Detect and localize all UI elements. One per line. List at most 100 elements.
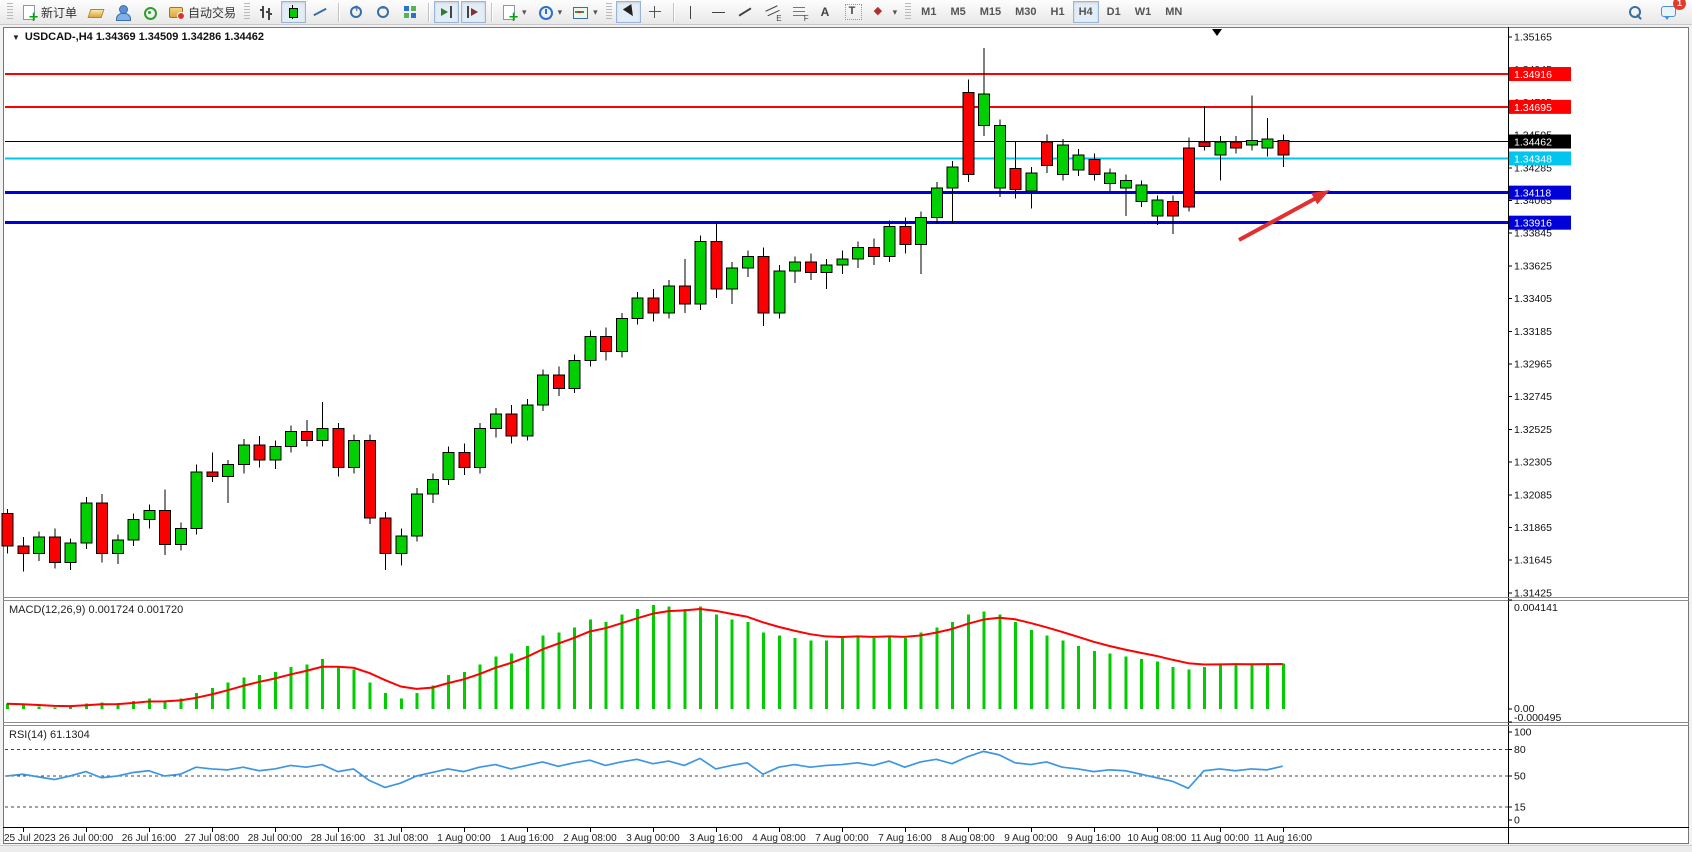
indicators-button[interactable]: ▾	[497, 1, 531, 25]
candle	[1182, 137, 1195, 212]
candle	[96, 494, 108, 563]
timeframe-m1-button[interactable]: M1	[915, 1, 942, 23]
periods-button-dropdown-icon[interactable]: ▾	[557, 6, 563, 17]
trendline-button[interactable]	[733, 1, 758, 23]
chart-shift-button[interactable]	[461, 1, 487, 23]
search-button[interactable]	[1623, 1, 1648, 23]
arrows-button-dropdown-icon[interactable]: ▾	[892, 6, 898, 17]
arrows-button[interactable]: ▾	[868, 1, 902, 23]
horizontal-line-button[interactable]	[706, 1, 731, 23]
timeframe-m15-button[interactable]: M15	[974, 1, 1007, 23]
auto-scroll-button[interactable]	[434, 1, 460, 23]
candle	[426, 473, 439, 504]
macd-histogram-bar	[37, 706, 41, 709]
periods-button[interactable]: ▾	[533, 1, 567, 23]
timeframe-m30-button[interactable]: M30	[1009, 1, 1042, 23]
time-tick-label: 2 Aug 08:00	[563, 833, 617, 844]
cursor-icon	[620, 4, 637, 21]
candle	[1151, 195, 1164, 226]
macd-histogram-bar	[935, 627, 939, 709]
macd-histogram-bar	[305, 664, 309, 709]
macd-histogram-bar	[1250, 664, 1254, 709]
price-tick-label: 1.35165	[1514, 32, 1552, 44]
candle	[316, 401, 329, 447]
macd-histogram-bar	[1234, 663, 1238, 709]
candle	[1230, 135, 1242, 154]
templates-button[interactable]: ▾	[568, 1, 602, 23]
price-badge: 1.34348	[1509, 151, 1571, 166]
macd-histogram-bar	[132, 701, 135, 709]
text-label-button[interactable]	[841, 1, 866, 23]
macd-histogram-bar	[651, 605, 655, 709]
zoom-out-button[interactable]	[371, 1, 396, 23]
market-watch-button[interactable]	[83, 1, 108, 23]
toolbar-grip[interactable]	[7, 3, 13, 21]
macd-histogram-bar	[604, 622, 608, 709]
candle	[962, 79, 975, 182]
timeframe-h1-button[interactable]: H1	[1045, 1, 1071, 23]
macd-axis-label: 0.00	[1514, 703, 1535, 715]
bar-chart-button[interactable]	[254, 1, 279, 23]
zoom-in-icon	[348, 4, 365, 21]
toolbar-grip[interactable]	[905, 3, 912, 21]
macd-histogram-bar	[399, 698, 403, 709]
indicators-button-dropdown-icon[interactable]: ▾	[522, 6, 527, 17]
candle	[458, 443, 471, 475]
toolbar-grip[interactable]	[605, 3, 612, 21]
candle	[17, 537, 30, 572]
chat-button[interactable]: 1	[1656, 0, 1686, 23]
chart-shift-marker[interactable]	[1212, 29, 1222, 36]
toolbar-grip[interactable]	[244, 3, 251, 21]
text-button[interactable]	[814, 1, 839, 23]
candle	[1198, 106, 1211, 151]
candle	[726, 262, 738, 304]
macd-histogram-bar	[431, 685, 435, 709]
line-chart-button[interactable]	[308, 1, 333, 23]
linechart-icon	[312, 4, 329, 21]
arrows-icon	[872, 4, 889, 21]
candle	[568, 354, 581, 394]
toolbar-separator	[338, 2, 340, 22]
templates-button-dropdown-icon[interactable]: ▾	[593, 6, 598, 17]
rsi-line	[6, 750, 1283, 790]
price-badge: 1.34695	[1509, 99, 1571, 114]
signals-button[interactable]	[137, 1, 162, 23]
autotrade-button[interactable]: 自动交易	[164, 1, 240, 23]
macd-signal-line	[6, 607, 1283, 708]
candle	[411, 488, 423, 542]
timeframe-mn-button[interactable]: MN	[1159, 1, 1188, 23]
svg-text:1.34118: 1.34118	[1514, 188, 1551, 200]
timeframe-d1-button[interactable]: D1	[1101, 1, 1127, 23]
candle	[867, 238, 880, 266]
time-tick-label: 11 Aug 00:00	[1191, 833, 1250, 844]
vertical-line-button[interactable]	[679, 1, 704, 23]
trend-arrow[interactable]	[1238, 190, 1330, 242]
candle	[174, 522, 187, 551]
candlestick-chart-button[interactable]	[281, 1, 307, 23]
new-order-button[interactable]: 新订单	[17, 1, 81, 25]
macd-histogram-bar	[69, 706, 72, 709]
timeframe-m5-button[interactable]: M5	[944, 1, 971, 23]
tile-windows-button[interactable]	[398, 1, 423, 23]
macd-histogram-bar	[1092, 651, 1096, 709]
one-click-expand-icon[interactable]: ▼	[12, 33, 20, 42]
macd-histogram-bar	[667, 606, 671, 709]
macd-histogram-bar	[557, 632, 561, 709]
zoom-in-button[interactable]	[344, 1, 369, 23]
community-button[interactable]	[110, 1, 135, 23]
rsi-axis-label: 0	[1514, 815, 1520, 827]
cursor-button[interactable]	[615, 1, 641, 23]
candle	[757, 247, 770, 327]
crosshair-button[interactable]	[643, 1, 668, 23]
macd-histogram-bar	[903, 637, 907, 709]
timeframe-h4-button[interactable]: H4	[1072, 1, 1099, 23]
price-chart-canvas: 1.351651.349451.347251.345051.342851.340…	[1, 27, 1689, 844]
equidistant-channel-button[interactable]	[760, 1, 785, 23]
time-tick-label: 8 Aug 08:00	[941, 833, 995, 844]
svg-text:1.33916: 1.33916	[1514, 218, 1552, 230]
fibonacci-button[interactable]	[787, 1, 812, 23]
price-tick-label: 1.32085	[1514, 489, 1552, 501]
timeframe-w1-button[interactable]: W1	[1129, 1, 1158, 23]
macd-histogram-bar	[289, 666, 293, 709]
candle	[48, 528, 61, 569]
